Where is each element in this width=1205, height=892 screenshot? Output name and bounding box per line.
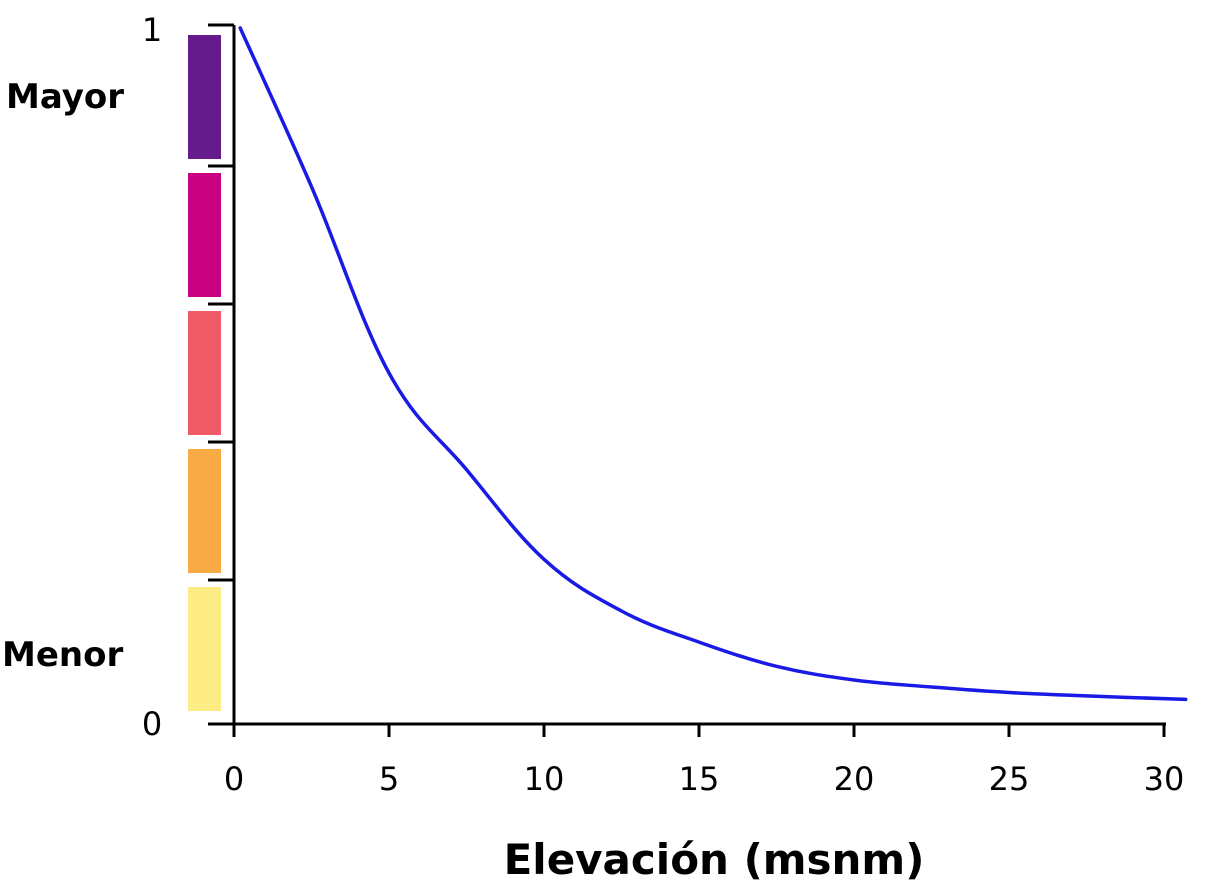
x-tick-label-25: 25 [989, 760, 1030, 798]
x-ticks: 0 5 10 15 20 25 30 [224, 724, 1185, 798]
level-label-high: Mayor [6, 77, 124, 117]
color-scale-segment-5 [188, 35, 221, 159]
color-scale [188, 35, 221, 711]
color-scale-segment-2 [188, 449, 221, 573]
x-axis-title: Elevación (msnm) [504, 835, 925, 884]
y-tick-label-0: 0 [142, 705, 162, 743]
x-tick-label-15: 15 [679, 760, 720, 798]
axes [208, 25, 1166, 726]
series-line [238, 26, 1188, 702]
x-tick-label-0: 0 [224, 760, 244, 798]
x-tick-label-30: 30 [1144, 760, 1185, 798]
color-scale-segment-4 [188, 173, 221, 297]
color-scale-segment-1 [188, 587, 221, 711]
y-ticks: 01 [142, 11, 234, 743]
y-tick-label-1: 1 [142, 11, 162, 49]
color-scale-segment-3 [188, 311, 221, 435]
x-tick-label-5: 5 [379, 760, 399, 798]
x-tick-label-10: 10 [524, 760, 565, 798]
x-tick-label-20: 20 [834, 760, 875, 798]
level-label-low: Menor [2, 635, 123, 675]
